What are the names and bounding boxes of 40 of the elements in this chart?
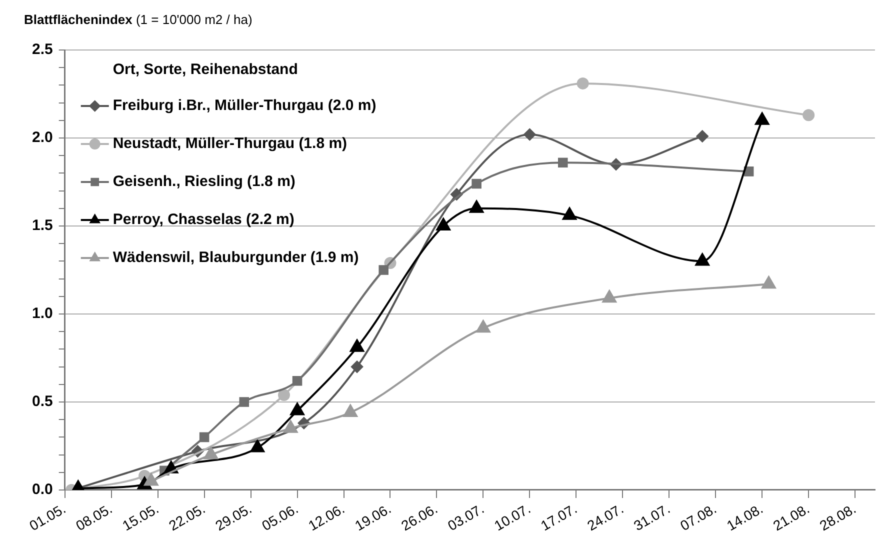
point	[204, 446, 218, 460]
point	[802, 109, 815, 122]
point	[250, 440, 264, 452]
y-tick-label: 2.0	[32, 129, 53, 146]
point	[744, 166, 754, 176]
y-tick-label: 0.5	[32, 393, 53, 410]
y-tick-label: 1.5	[32, 217, 53, 234]
point	[378, 265, 388, 275]
point	[695, 253, 710, 266]
point	[576, 77, 589, 90]
x-tick-label: 05.06.	[258, 500, 301, 534]
point	[351, 360, 364, 373]
point	[762, 276, 776, 289]
legend-title: Ort, Sorte, Reihenabstand	[112, 61, 298, 78]
x-tick-label: 07.08.	[677, 500, 720, 534]
point	[696, 130, 708, 142]
point	[284, 420, 298, 433]
point	[470, 200, 484, 213]
legend-label: Perroy, Chasselas (2.2 m)	[112, 211, 294, 228]
point	[292, 376, 302, 386]
y-axis-title: Blattflächenindex (1 = 10'000 m2 / ha)	[24, 12, 252, 27]
legend-label: Wädenswil, Blauburgunder (1.9 m)	[112, 249, 359, 266]
point	[602, 290, 616, 303]
point	[562, 207, 577, 220]
y-tick-label: 2.5	[32, 41, 53, 58]
point	[472, 178, 482, 189]
point	[524, 128, 536, 140]
point	[144, 473, 158, 486]
y-tick-label: 0.0	[32, 481, 53, 498]
point	[436, 218, 450, 230]
point	[278, 388, 290, 401]
legend-label: Geisenh., Riesling (1.8 m)	[112, 173, 296, 190]
point	[290, 402, 304, 416]
y-tick-label: 1.0	[32, 305, 53, 322]
point	[343, 404, 358, 418]
point	[558, 158, 568, 168]
point	[476, 320, 490, 333]
point	[350, 339, 364, 352]
legend-label: Freiburg i.Br., Müller-Thurgau (2.0 m)	[112, 97, 376, 114]
legend-label: Neustadt, Müller-Thurgau (1.8 m)	[112, 135, 348, 152]
